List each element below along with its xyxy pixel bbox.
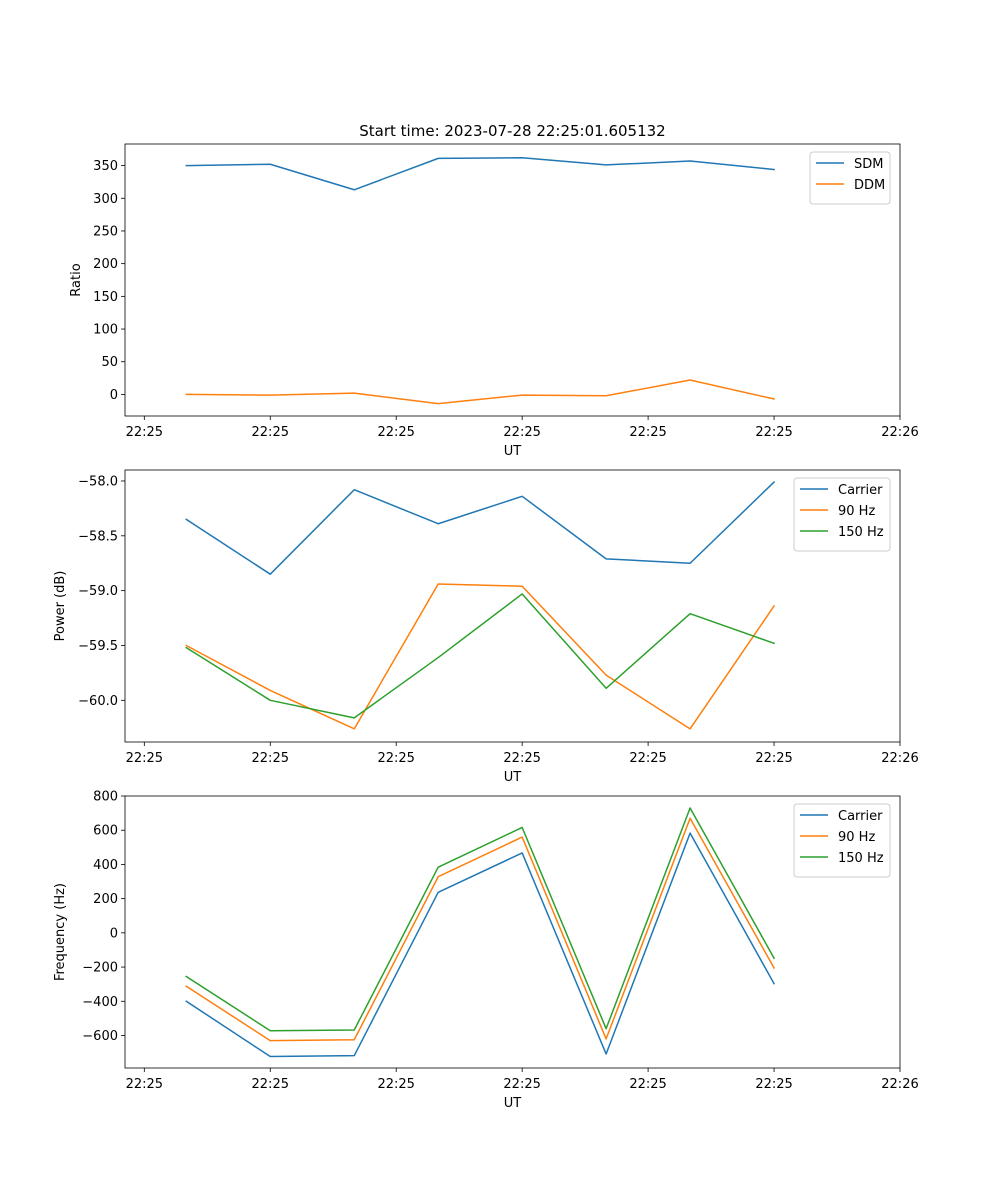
figure-title: Start time: 2023-07-28 22:25:01.605132: [359, 122, 665, 140]
legend-box: [793, 803, 891, 878]
legend-label: 90 Hz: [838, 504, 875, 519]
legend-label: DDM: [854, 178, 885, 193]
y-tick-label: 50: [101, 355, 118, 370]
y-tick-label: 150: [93, 290, 118, 305]
legend-box: [793, 477, 891, 552]
y-tick-label: −58.0: [78, 474, 118, 489]
y-tick-label: 350: [93, 159, 118, 174]
x-tick-label: 22:25: [629, 1077, 666, 1092]
legend-label: 150 Hz: [838, 851, 884, 866]
x-tick-label: 22:25: [503, 1077, 540, 1092]
x-tick-label: 22:26: [881, 425, 918, 440]
series-line-ddm: [185, 379, 775, 405]
axes-frame: [124, 795, 901, 1069]
series-line-carrier: [185, 480, 776, 575]
legend-label: Carrier: [838, 809, 883, 824]
series-line-sdm: [185, 156, 775, 191]
x-tick-label: 22:25: [377, 751, 414, 766]
y-tick-label: 100: [93, 323, 118, 338]
x-tick-label: 22:26: [881, 1077, 918, 1092]
x-tick-label: 22:25: [252, 425, 289, 440]
series-line-carrier: [185, 832, 776, 1058]
x-tick-label: 22:25: [503, 751, 540, 766]
y-tick-label: −58.5: [78, 529, 118, 544]
y-axis-label: Frequency (Hz): [53, 883, 68, 981]
panel-3: 22:25 22:25 22:25 22:25 22:25 22:25 22:26 −600 −…: [53, 790, 919, 1112]
x-tick-label: 22:25: [126, 425, 163, 440]
x-tick-label: 22:25: [755, 1077, 792, 1092]
x-axis-label: UT: [504, 770, 522, 785]
y-tick-label: 0: [110, 388, 118, 403]
x-tick-label: 22:26: [881, 751, 918, 766]
x-tick-label: 22:25: [126, 1077, 163, 1092]
series-line-150-hz: [185, 807, 776, 1032]
x-tick-label: 22:25: [126, 751, 163, 766]
x-tick-label: 22:25: [252, 751, 289, 766]
legend-box: [809, 151, 891, 205]
y-tick-label: 800: [93, 790, 118, 805]
y-axis-label: Power (dB): [53, 571, 68, 642]
legend: SDM DDM: [809, 151, 891, 205]
y-tick-label: −60.0: [78, 694, 118, 709]
panel-2: 22:25 22:25 22:25 22:25 22:25 22:25 22:26 −60.0…: [53, 469, 919, 785]
x-tick-label: 22:25: [252, 1077, 289, 1092]
y-tick-label: 600: [93, 824, 118, 839]
series-line-90-hz: [185, 817, 776, 1042]
legend-label: 90 Hz: [838, 830, 875, 845]
axes-frame: [124, 469, 901, 743]
legend: Carrier 90 Hz 150 Hz: [793, 803, 891, 878]
y-axis-label: Ratio: [69, 263, 84, 296]
legend-label: Carrier: [838, 483, 883, 498]
x-tick-label: 22:25: [629, 425, 666, 440]
x-axis-label: UT: [504, 1096, 522, 1111]
y-tick-label: −59.5: [78, 639, 118, 654]
x-tick-label: 22:25: [755, 425, 792, 440]
y-tick-label: −400: [82, 995, 118, 1010]
y-tick-label: 200: [93, 892, 118, 907]
y-tick-label: 400: [93, 858, 118, 873]
x-tick-label: 22:25: [755, 751, 792, 766]
y-tick-label: 0: [110, 926, 118, 941]
panel-1: 22:25 22:25 22:25 22:25 22:25 22:25 22:26 0 50 10…: [69, 143, 919, 459]
y-tick-label: 300: [93, 192, 118, 207]
y-tick-label: −600: [82, 1029, 118, 1044]
y-tick-label: 200: [93, 257, 118, 272]
series-line-150-hz: [185, 593, 776, 719]
panels: 22:25 22:25 22:25 22:25 22:25 22:25 22:26 0 50 10…: [53, 143, 919, 1112]
x-tick-label: 22:25: [629, 751, 666, 766]
legend: Carrier 90 Hz 150 Hz: [793, 477, 891, 552]
x-tick-label: 22:25: [503, 425, 540, 440]
legend-label: SDM: [854, 157, 883, 172]
y-tick-label: −59.0: [78, 584, 118, 599]
series-line-90-hz: [185, 583, 776, 730]
legend-label: 150 Hz: [838, 525, 884, 540]
y-tick-label: −200: [82, 961, 118, 976]
x-axis-label: UT: [504, 444, 522, 459]
x-tick-label: 22:25: [377, 425, 414, 440]
y-tick-label: 250: [93, 224, 118, 239]
axes-frame: [124, 143, 901, 417]
x-tick-label: 22:25: [377, 1077, 414, 1092]
